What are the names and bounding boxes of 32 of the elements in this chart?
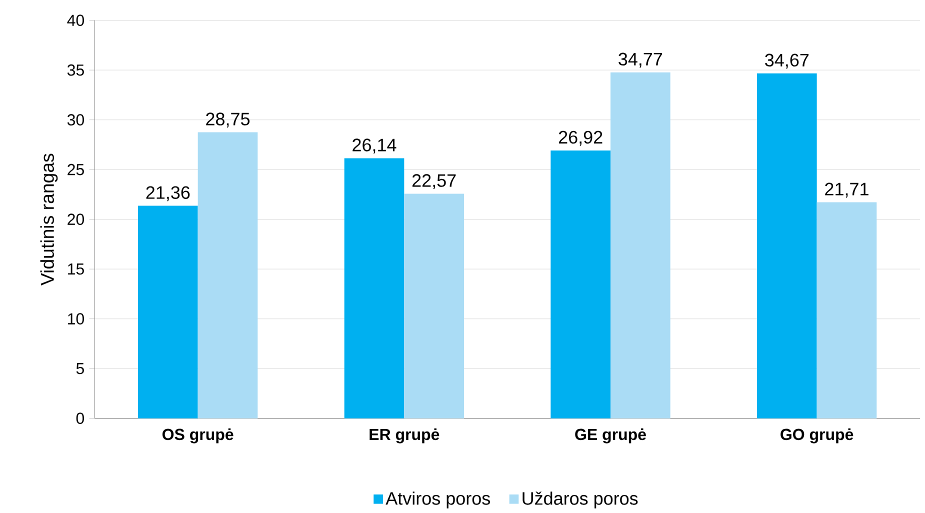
- x-tick-label: ER grupė: [370, 428, 440, 444]
- y-tick-label: 40: [67, 14, 84, 26]
- bar: [138, 206, 198, 418]
- y-tick-label: 0: [76, 412, 84, 424]
- data-label: 21,71: [825, 182, 868, 198]
- y-tick-label: 10: [68, 313, 84, 324]
- y-tick-label: 30: [67, 114, 84, 126]
- data-label: 34,77: [618, 52, 662, 68]
- y-axis-title: Vidutinis rangas: [40, 154, 58, 286]
- data-label: 26,92: [558, 130, 602, 146]
- x-tick-label: GO grupė: [780, 428, 854, 444]
- data-label: 34,67: [765, 54, 809, 69]
- y-tick-label: 5: [76, 362, 84, 374]
- bar: [610, 72, 670, 418]
- bar: [344, 158, 404, 418]
- data-label: 21,36: [146, 186, 190, 202]
- y-tick-label: 25: [68, 164, 84, 176]
- data-label: 26,14: [352, 138, 396, 154]
- legend-label: Atviros poros: [386, 492, 490, 508]
- bar: [756, 73, 817, 418]
- bar: [404, 194, 464, 418]
- bar: [550, 150, 610, 418]
- y-tick-label: 35: [67, 64, 84, 76]
- bar: [816, 202, 877, 418]
- x-tick-label: GE grupė: [575, 428, 646, 444]
- y-tick-label: 15: [68, 264, 84, 275]
- x-tick-label: OS grupė: [162, 428, 234, 444]
- data-label: 22,57: [412, 174, 456, 190]
- data-label: 28,75: [206, 112, 250, 128]
- bar: [198, 132, 258, 418]
- legend-label: Uždaros poros: [522, 492, 638, 508]
- y-tick-label: 20: [68, 214, 84, 225]
